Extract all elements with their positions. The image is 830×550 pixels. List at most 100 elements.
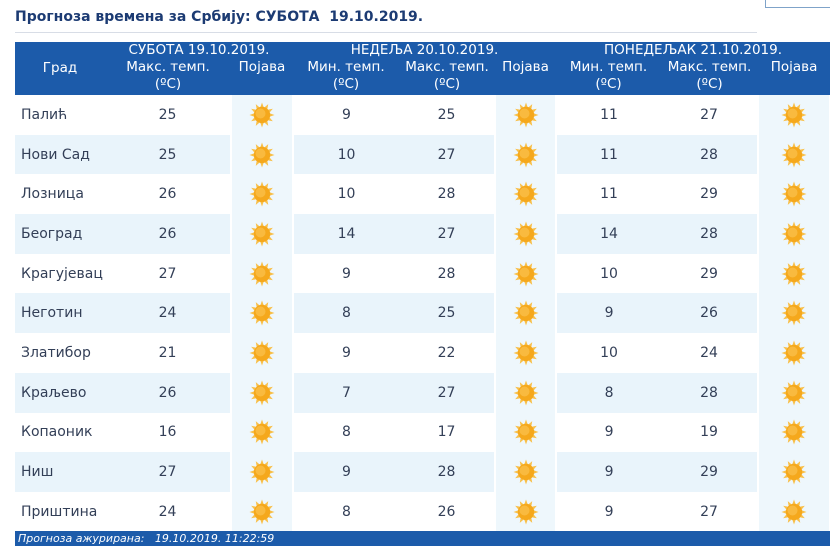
day3-max-temp: 27 <box>700 503 718 520</box>
sun-icon <box>249 221 275 247</box>
day1-header: СУБОТА 19.10.2019. <box>105 42 293 59</box>
day1-weather-cell <box>230 372 294 413</box>
city-column-header: Град <box>15 42 105 95</box>
unit-label: (ºC) <box>661 76 759 95</box>
day3-weather-cell <box>757 372 830 413</box>
day2-weather-cell <box>493 214 558 254</box>
day3-header: ПОНЕДЕЉАК 21.10.2019. <box>556 42 830 59</box>
day3-max-temp: 28 <box>661 372 759 413</box>
sun-icon <box>781 221 807 247</box>
day2-max-temp: 25 <box>399 293 495 334</box>
sun-icon <box>513 300 539 326</box>
day2-max-temp: 25 <box>437 106 456 123</box>
day3-weather-cell <box>757 253 830 294</box>
day3-max-temp: 24 <box>700 344 718 361</box>
day3-min-temp: 10 <box>600 265 618 282</box>
table-header: Град СУБОТА 19.10.2019. НЕДЕЉА 20.10.201… <box>15 42 830 95</box>
day3-weather-cell <box>757 95 830 135</box>
day3-max-temp-header: Макс. темп. <box>661 59 759 76</box>
day3-min-temp-header: Мин. темп. <box>556 59 662 76</box>
city-name: Копаоник <box>21 424 93 441</box>
day3-weather-cell <box>757 452 830 492</box>
day2-weather-cell <box>493 412 558 453</box>
day2-weather-cell <box>493 333 558 373</box>
day2-max-temp: 28 <box>437 265 456 282</box>
day2-weather-cell <box>493 452 558 492</box>
table-row: Копаоник 16 8 17 9 19 <box>15 412 830 453</box>
title-divider <box>15 32 757 33</box>
day2-max-temp: 27 <box>399 134 495 175</box>
day1-weather-cell <box>230 293 294 334</box>
day2-weather-cell <box>493 293 558 334</box>
sun-icon <box>513 419 539 445</box>
sun-icon <box>249 300 275 326</box>
day3-min-temp: 9 <box>604 503 614 520</box>
day1-weather-cell <box>230 214 294 254</box>
day3-min-temp: 9 <box>604 424 614 441</box>
sun-icon <box>781 499 807 525</box>
day2-min-temp: 9 <box>293 452 399 492</box>
city-name: Палић <box>21 106 68 123</box>
sun-icon <box>249 142 275 168</box>
day3-weather-cell <box>757 333 830 373</box>
day1-weather-cell <box>230 134 294 175</box>
day2-max-temp: 26 <box>437 503 456 520</box>
day1-max-temp: 26 <box>105 214 231 254</box>
city-name: Лозница <box>21 186 84 203</box>
unit-label: (ºC) <box>399 76 495 95</box>
day1-max-temp: 24 <box>158 503 177 520</box>
update-timestamp: Прогноза ажурирана: 19.10.2019. 11:22:59 <box>18 532 275 545</box>
table-row: Златибор 21 9 22 10 24 <box>15 333 830 373</box>
day1-max-temp: 21 <box>158 344 177 361</box>
corner-frame <box>765 0 830 8</box>
day3-max-temp: 29 <box>661 452 759 492</box>
day3-min-temp: 8 <box>556 372 662 413</box>
city-name: Златибор <box>21 344 91 361</box>
day2-min-temp: 8 <box>293 293 399 334</box>
day1-weather-cell <box>230 95 294 135</box>
day2-max-temp: 17 <box>437 424 456 441</box>
day3-max-temp: 28 <box>661 134 759 175</box>
sun-icon <box>781 181 807 207</box>
day1-weather-cell <box>230 333 294 373</box>
day2-max-temp: 28 <box>437 186 456 203</box>
table-row: Неготин 24 8 25 9 26 <box>15 293 830 334</box>
day3-weather-cell <box>757 134 830 175</box>
day1-phenomenon-header: Појава <box>231 59 293 95</box>
sun-icon <box>513 102 539 128</box>
sun-icon <box>781 142 807 168</box>
day3-weather-cell <box>757 491 830 532</box>
day1-max-temp: 25 <box>158 106 177 123</box>
sun-icon <box>781 380 807 406</box>
day3-min-temp: 14 <box>556 214 662 254</box>
sun-icon <box>249 340 275 366</box>
sun-icon <box>249 102 275 128</box>
day2-min-temp: 7 <box>293 372 399 413</box>
day1-max-temp-header: Макс. темп. <box>105 59 231 76</box>
sun-icon <box>781 340 807 366</box>
day3-weather-cell <box>757 293 830 334</box>
table-row: Ниш 27 9 28 9 29 <box>15 452 830 492</box>
table-row: Лозница 26 10 28 11 29 <box>15 174 830 215</box>
table-row: Приштина 24 8 26 9 27 <box>15 491 830 532</box>
day3-weather-cell <box>757 174 830 215</box>
day3-max-temp: 27 <box>700 106 718 123</box>
table-row: Краљево 26 7 27 8 28 <box>15 372 830 413</box>
day3-phenomenon-header: Појава <box>758 59 830 95</box>
day2-weather-cell <box>493 174 558 215</box>
day1-max-temp: 25 <box>105 134 231 175</box>
day3-max-temp: 28 <box>661 214 759 254</box>
day3-min-temp: 11 <box>556 134 662 175</box>
table-row: Палић 25 9 25 11 27 <box>15 95 830 135</box>
city-name: Нови Сад <box>15 134 105 175</box>
day2-phenomenon-header: Појава <box>495 59 557 95</box>
sun-icon <box>249 459 275 485</box>
day2-min-temp: 9 <box>342 344 351 361</box>
day2-min-temp: 9 <box>342 106 351 123</box>
day3-min-temp: 11 <box>600 106 618 123</box>
day2-max-temp: 27 <box>399 372 495 413</box>
day3-min-temp: 9 <box>556 452 662 492</box>
day1-max-temp: 16 <box>158 424 177 441</box>
day2-weather-cell <box>493 134 558 175</box>
sun-icon <box>513 340 539 366</box>
